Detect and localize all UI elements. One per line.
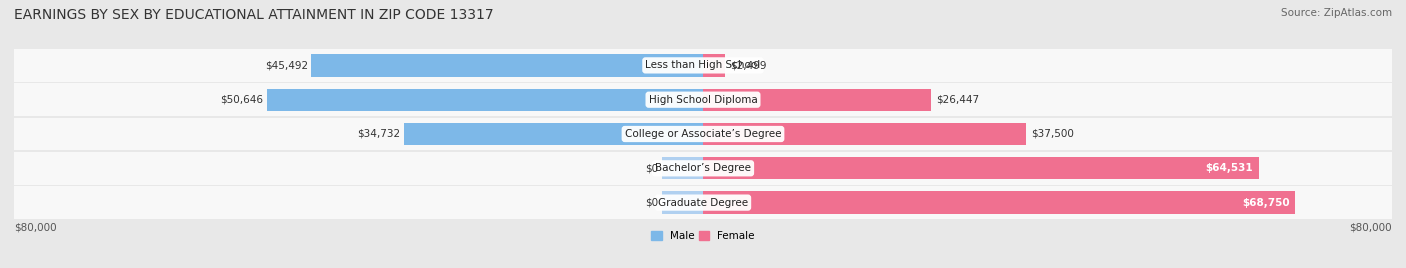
Text: College or Associate’s Degree: College or Associate’s Degree [624,129,782,139]
Bar [703,157,1258,180]
Text: $45,492: $45,492 [264,60,308,70]
Text: Graduate Degree: Graduate Degree [658,198,748,208]
Bar [14,186,1392,219]
Text: $26,447: $26,447 [936,95,980,105]
Bar [311,54,703,77]
Text: $68,750: $68,750 [1241,198,1289,208]
Text: $80,000: $80,000 [14,222,56,233]
Bar [267,88,703,111]
Bar [14,118,1392,150]
Bar [404,123,703,145]
Text: Source: ZipAtlas.com: Source: ZipAtlas.com [1281,8,1392,18]
Text: $0: $0 [645,198,658,208]
Text: Less than High School: Less than High School [645,60,761,70]
Text: $37,500: $37,500 [1032,129,1074,139]
Bar [662,157,703,180]
Bar [14,83,1392,116]
Bar [662,191,703,214]
Text: Bachelor’s Degree: Bachelor’s Degree [655,163,751,173]
Text: $0: $0 [645,163,658,173]
Bar [703,88,931,111]
Bar [703,54,724,77]
Text: $34,732: $34,732 [357,129,401,139]
Legend: Male, Female: Male, Female [647,227,759,245]
Bar [703,191,1295,214]
Text: $50,646: $50,646 [221,95,263,105]
Text: EARNINGS BY SEX BY EDUCATIONAL ATTAINMENT IN ZIP CODE 13317: EARNINGS BY SEX BY EDUCATIONAL ATTAINMEN… [14,8,494,22]
Text: High School Diploma: High School Diploma [648,95,758,105]
Bar [14,152,1392,185]
Bar [703,123,1026,145]
Bar [14,49,1392,82]
Text: $64,531: $64,531 [1205,163,1253,173]
Text: $80,000: $80,000 [1350,222,1392,233]
Text: $2,499: $2,499 [730,60,766,70]
